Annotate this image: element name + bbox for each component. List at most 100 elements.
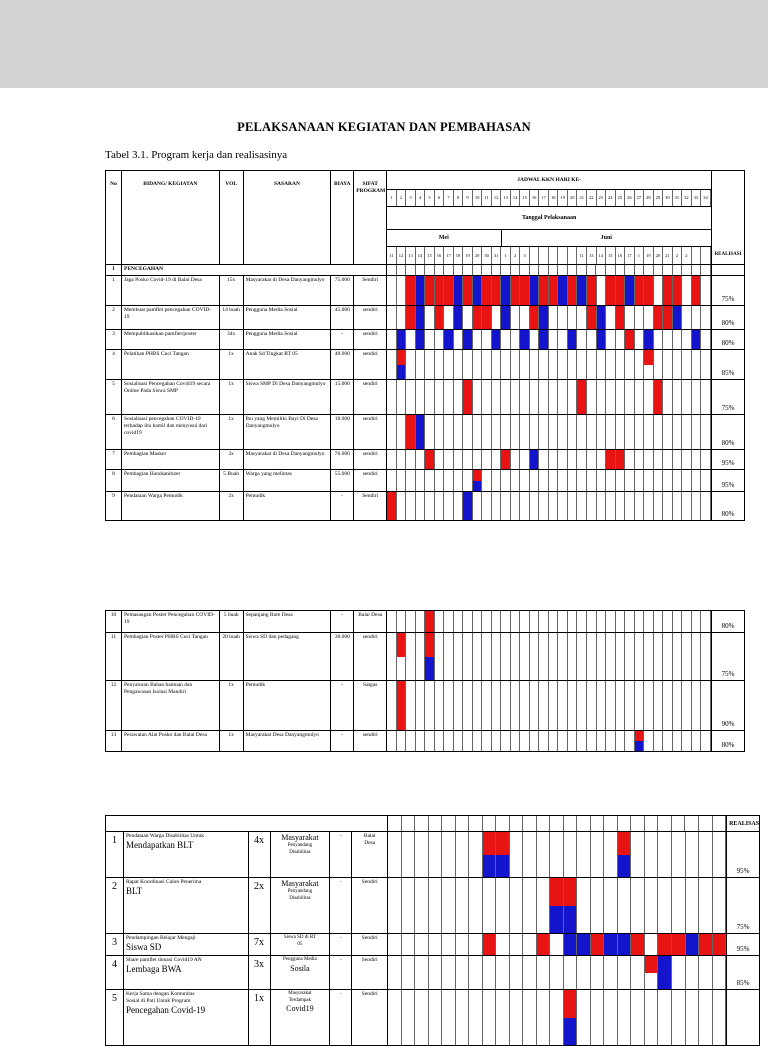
- schedule-cell: [442, 972, 456, 989]
- realisasi-cell: 95%: [712, 450, 744, 469]
- schedule-cell: [549, 306, 559, 329]
- schedule-cell: [644, 731, 654, 741]
- biaya-cell: -: [331, 681, 355, 730]
- schedule-cell: [673, 380, 683, 414]
- schedule-cell: [511, 350, 521, 365]
- schedule-cell: [415, 905, 429, 933]
- schedule-cell: [388, 832, 402, 855]
- schedule-cell: [435, 731, 445, 741]
- schedule-cell: [539, 415, 549, 449]
- schedule-cell: [496, 972, 510, 989]
- schedule-cell: [625, 480, 635, 491]
- schedule-cell: [537, 956, 551, 973]
- schedule-cell: [444, 364, 454, 379]
- realisasi-cell: 95%: [712, 470, 744, 491]
- vol-cell: 5 buah: [220, 611, 244, 632]
- schedule-cell: [387, 276, 397, 305]
- schedule-cell: [491, 330, 502, 349]
- schedule-cell: [469, 816, 483, 831]
- schedule-cell: [454, 741, 464, 751]
- schedule-cell: [686, 854, 700, 877]
- schedule-cell: [539, 611, 549, 632]
- schedule-cell: [539, 741, 549, 751]
- schedule-cell: [691, 330, 702, 349]
- schedule-cell: [635, 681, 645, 730]
- schedule-cell: [596, 306, 607, 329]
- sasaran-cell: Pengguna Media Sosila: [271, 956, 331, 989]
- schedule-cell: [701, 611, 711, 632]
- biaya-cell: 15.000: [331, 380, 355, 414]
- schedule-cell: [472, 470, 483, 481]
- schedule-cell: [597, 415, 607, 449]
- schedule-cell: [597, 450, 607, 469]
- schedule-cell: [549, 611, 559, 632]
- schedule-cell: [388, 934, 402, 955]
- schedule-cell: [397, 306, 407, 329]
- schedule-cell: [511, 415, 521, 449]
- realisasi-cell: 75%: [727, 878, 759, 933]
- schedule-cell: [558, 470, 568, 481]
- schedule-cell: [456, 956, 470, 973]
- schedule-cell: [454, 681, 464, 730]
- schedule-cell: [549, 633, 559, 657]
- schedule-cell: [520, 656, 530, 680]
- schedule-cell: [415, 306, 426, 329]
- schedule-cell: [472, 276, 483, 305]
- schedule-cell: [434, 276, 445, 305]
- schedule-cell: [631, 934, 645, 955]
- schedule-cell: [577, 854, 591, 877]
- schedule-cell: [444, 415, 454, 449]
- schedule-cell: [672, 905, 686, 933]
- schedule-cell: [415, 1017, 429, 1045]
- day-cell: 11: [387, 246, 397, 264]
- schedule-cell: [549, 330, 559, 349]
- schedule-cell: [663, 480, 673, 491]
- schedule-cell: [406, 681, 416, 730]
- schedule-cell: [635, 470, 645, 481]
- schedule-cell: [442, 854, 456, 877]
- schedule-cell: [604, 854, 618, 877]
- schedule-cell: [511, 656, 521, 680]
- sasaran-cell: Anak Sd Tingkat RT 05: [244, 350, 332, 379]
- schedule-cell: [550, 832, 564, 855]
- schedule-cell: [692, 265, 702, 275]
- schedule-cell: [492, 364, 502, 379]
- schedule-cell: [587, 731, 597, 741]
- schedule-cell: [415, 276, 426, 305]
- schedule-cell: [416, 380, 426, 414]
- schedule-cell: [425, 492, 435, 520]
- schedule-cell: [558, 276, 568, 305]
- schedule-cell: [587, 611, 597, 632]
- schedule-cell: [568, 741, 578, 751]
- schedule-cell: [388, 854, 402, 877]
- schedule-cell: [635, 306, 645, 329]
- schedule-cell: [625, 731, 635, 741]
- row-no: 10: [106, 611, 122, 632]
- schedule-cell: [606, 492, 616, 520]
- realisasi-value: 75%: [721, 403, 735, 412]
- schedule-cell: [713, 832, 727, 855]
- table-row-1: 1 Jaga Posko Covid-19 di Balai Desa 15x …: [106, 276, 744, 306]
- schedule-cell: [454, 380, 464, 414]
- schedule-cell: [463, 633, 473, 657]
- schedule-cell: [406, 276, 416, 305]
- vol-cell: 1x: [220, 380, 244, 414]
- schedule-cell: [520, 480, 530, 491]
- schedule-cell: [469, 878, 483, 906]
- schedule-cell: [618, 956, 632, 973]
- schedule-cell: [496, 1017, 510, 1045]
- schedule-cell: [442, 816, 456, 831]
- schedule-cell: [597, 350, 607, 365]
- day-cell: 27: [635, 190, 645, 206]
- schedule-cell: [713, 990, 727, 1018]
- schedule-cell: [444, 350, 454, 365]
- schedule-cell: [523, 854, 537, 877]
- schedule-cell: [406, 611, 416, 632]
- schedule-cell: [482, 681, 492, 730]
- schedule-cell: [550, 934, 564, 955]
- schedule-cell: [634, 276, 645, 305]
- schedule-cell: [617, 854, 632, 877]
- schedule-cell: [673, 330, 683, 349]
- schedule-cell: [463, 470, 473, 481]
- schedule-cell: [682, 656, 692, 680]
